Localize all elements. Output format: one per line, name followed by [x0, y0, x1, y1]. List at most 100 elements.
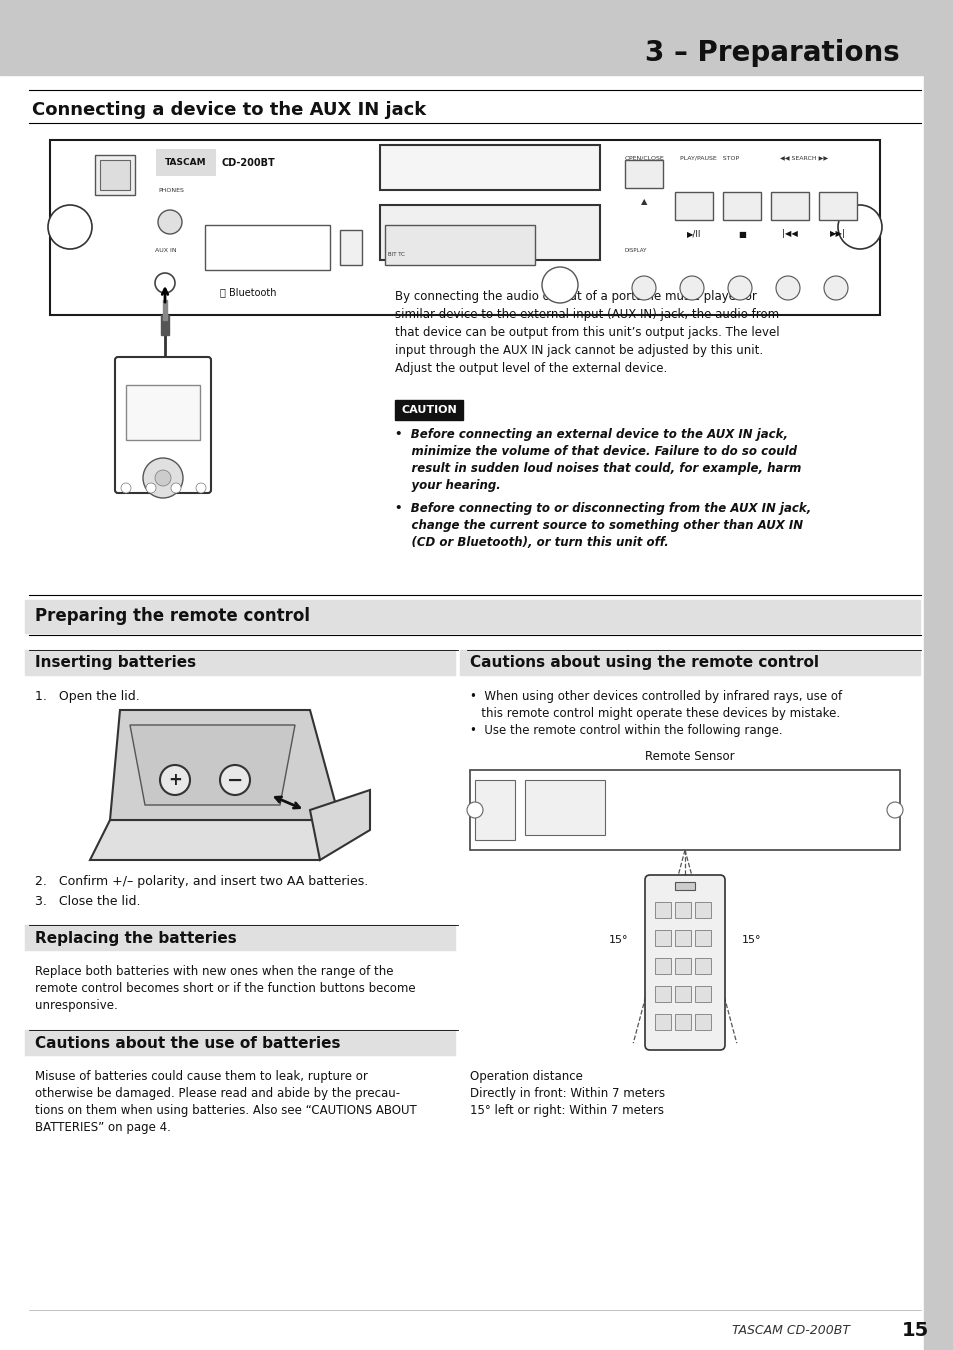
Text: Remote Sensor: Remote Sensor	[644, 751, 734, 763]
Text: this remote control might operate these devices by mistake.: this remote control might operate these …	[470, 707, 840, 720]
Circle shape	[220, 765, 250, 795]
Text: Connecting a device to the AUX IN jack: Connecting a device to the AUX IN jack	[32, 101, 426, 119]
Circle shape	[171, 483, 181, 493]
Text: Ⓑ Bluetooth: Ⓑ Bluetooth	[220, 288, 276, 297]
Text: Replacing the batteries: Replacing the batteries	[35, 930, 236, 945]
Text: •  Before connecting an external device to the AUX IN jack,: • Before connecting an external device t…	[395, 428, 787, 441]
Circle shape	[154, 273, 174, 293]
Text: PLAY/PAUSE   STOP: PLAY/PAUSE STOP	[679, 155, 739, 161]
Bar	[655, 1014, 670, 1030]
Text: ▶▶|: ▶▶|	[829, 230, 845, 239]
Bar	[923, 0, 953, 1350]
Text: −: −	[227, 771, 243, 790]
Circle shape	[121, 483, 131, 493]
Text: 3 – Preparations: 3 – Preparations	[644, 39, 899, 68]
Bar	[163, 300, 167, 320]
Text: unresponsive.: unresponsive.	[35, 999, 117, 1012]
Text: |◀◀: |◀◀	[781, 230, 797, 239]
Bar	[695, 930, 710, 946]
Bar	[675, 882, 695, 890]
Bar	[675, 1014, 690, 1030]
Bar	[655, 986, 670, 1002]
Circle shape	[886, 802, 902, 818]
Text: 3.   Close the lid.: 3. Close the lid.	[35, 895, 140, 909]
Text: Directly in front: Within 7 meters: Directly in front: Within 7 meters	[470, 1087, 664, 1100]
Text: BATTERIES” on page 4.: BATTERIES” on page 4.	[35, 1120, 171, 1134]
Polygon shape	[310, 790, 370, 860]
Circle shape	[154, 470, 171, 486]
Circle shape	[48, 205, 91, 248]
Bar	[770, 192, 808, 220]
Bar	[379, 144, 599, 190]
Polygon shape	[130, 725, 294, 805]
Bar	[459, 649, 919, 675]
Text: tions on them when using batteries. Also see “CAUTIONS ABOUT: tions on them when using batteries. Also…	[35, 1104, 416, 1116]
FancyBboxPatch shape	[644, 875, 724, 1050]
Text: otherwise be damaged. Please read and abide by the precau-: otherwise be damaged. Please read and ab…	[35, 1087, 399, 1100]
Text: By connecting the audio output of a portable music player or: By connecting the audio output of a port…	[395, 290, 756, 302]
Bar	[379, 205, 599, 261]
Text: Operation distance: Operation distance	[470, 1071, 582, 1083]
Text: •  When using other devices controlled by infrared rays, use of: • When using other devices controlled by…	[470, 690, 841, 703]
Text: ◀◀ SEARCH ▶▶: ◀◀ SEARCH ▶▶	[780, 155, 827, 161]
Text: PHONES: PHONES	[158, 188, 184, 193]
Text: AUX IN: AUX IN	[154, 248, 176, 252]
Circle shape	[631, 275, 656, 300]
Text: Replace both batteries with new ones when the range of the: Replace both batteries with new ones whe…	[35, 965, 393, 977]
Bar	[470, 769, 899, 850]
Bar	[100, 161, 130, 190]
Circle shape	[158, 211, 182, 234]
Text: POWER: POWER	[102, 155, 128, 161]
Text: Inserting batteries: Inserting batteries	[35, 656, 196, 671]
Circle shape	[823, 275, 847, 300]
Text: Adjust the output level of the external device.: Adjust the output level of the external …	[395, 362, 666, 375]
Bar	[25, 1030, 455, 1054]
Bar	[655, 958, 670, 973]
Bar	[95, 155, 135, 194]
Bar	[25, 925, 455, 950]
Bar	[675, 902, 690, 918]
Text: similar device to the external input (AUX IN) jack, the audio from: similar device to the external input (AU…	[395, 308, 779, 321]
Text: 15: 15	[901, 1320, 927, 1339]
Bar	[624, 161, 662, 188]
Bar	[0, 0, 953, 76]
Circle shape	[541, 267, 578, 302]
Bar	[205, 225, 330, 270]
Bar	[395, 400, 462, 420]
Bar	[50, 140, 879, 315]
Text: 2.   Confirm +/– polarity, and insert two AA batteries.: 2. Confirm +/– polarity, and insert two …	[35, 875, 368, 888]
Text: Cautions about using the remote control: Cautions about using the remote control	[470, 656, 818, 671]
Circle shape	[143, 458, 183, 498]
Bar	[161, 315, 169, 335]
Bar	[25, 599, 919, 633]
Bar	[524, 780, 604, 836]
Text: CAUTION: CAUTION	[400, 405, 456, 414]
Circle shape	[146, 483, 156, 493]
Text: OPEN/CLOSE: OPEN/CLOSE	[624, 155, 664, 161]
Text: Cautions about the use of batteries: Cautions about the use of batteries	[35, 1035, 340, 1050]
Text: Preparing the remote control: Preparing the remote control	[35, 608, 310, 625]
Text: TASCAM: TASCAM	[165, 158, 207, 167]
Text: 1.   Open the lid.: 1. Open the lid.	[35, 690, 139, 703]
Text: 15°: 15°	[608, 936, 628, 945]
Text: (CD or Bluetooth), or turn this unit off.: (CD or Bluetooth), or turn this unit off…	[395, 536, 668, 549]
Bar	[385, 225, 535, 265]
Bar	[722, 192, 760, 220]
Text: minimize the volume of that device. Failure to do so could: minimize the volume of that device. Fail…	[395, 446, 796, 458]
Text: 15°: 15°	[741, 936, 760, 945]
Bar	[675, 192, 712, 220]
FancyBboxPatch shape	[115, 356, 211, 493]
Text: your hearing.: your hearing.	[395, 479, 500, 491]
Text: •  Before connecting to or disconnecting from the AUX IN jack,: • Before connecting to or disconnecting …	[395, 502, 810, 514]
Text: ▶/II: ▶/II	[686, 230, 700, 239]
Bar	[655, 930, 670, 946]
Circle shape	[837, 205, 882, 248]
Circle shape	[775, 275, 800, 300]
Bar	[695, 1014, 710, 1030]
Text: BIT TC: BIT TC	[388, 252, 404, 256]
Bar	[475, 780, 515, 840]
Text: +: +	[168, 771, 182, 788]
Circle shape	[467, 802, 482, 818]
Text: change the current source to something other than AUX IN: change the current source to something o…	[395, 518, 802, 532]
Text: ▲: ▲	[640, 197, 646, 207]
